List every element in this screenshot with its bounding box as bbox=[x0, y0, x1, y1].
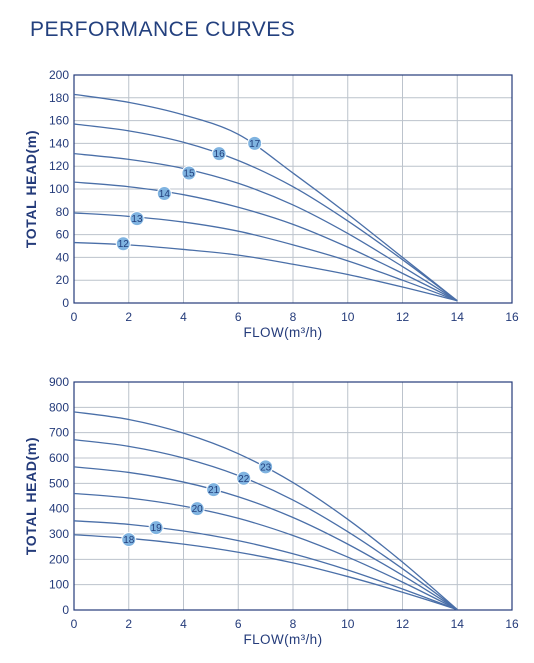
head-flow-chart-upper: 0 20 40 60 80 100 120 140 160 180 200 0 2 4 6 8 10 12 14 16… bbox=[23, 68, 519, 340]
upper-chart-x-tick-label: 8 bbox=[290, 310, 297, 324]
lower-chart-badge-label-19: 19 bbox=[151, 523, 163, 534]
upper-chart-series-group bbox=[73, 93, 458, 302]
lower-chart-badge-label-20: 20 bbox=[192, 504, 204, 515]
lower-chart-x-tick-label: 4 bbox=[180, 617, 187, 631]
upper-chart-x-tick-label: 2 bbox=[125, 310, 132, 324]
upper-chart-badge-label-16: 16 bbox=[214, 149, 226, 160]
upper-chart-badge-13 bbox=[129, 211, 145, 227]
lower-chart-x-tick-label: 14 bbox=[451, 617, 465, 631]
lower-chart-curve-22 bbox=[73, 439, 458, 611]
lower-chart-curve-21 bbox=[73, 466, 458, 611]
upper-chart-y-tick-label: 200 bbox=[49, 68, 69, 82]
upper-chart-badge-14 bbox=[156, 186, 172, 202]
upper-chart-y-tick-label: 100 bbox=[49, 182, 69, 196]
upper-chart-badge-label-14: 14 bbox=[159, 189, 171, 200]
lower-chart-plot-frame bbox=[73, 381, 513, 611]
upper-chart-x-tick-label: 4 bbox=[180, 310, 187, 324]
lower-chart-x-tick-label: 8 bbox=[290, 617, 297, 631]
upper-chart-plot-frame bbox=[73, 74, 513, 304]
upper-chart-y-tick-label: 180 bbox=[49, 91, 69, 105]
lower-chart-y-axis-title: TOTAL HEAD(m) bbox=[23, 437, 39, 555]
upper-chart-curve-15 bbox=[73, 153, 458, 302]
upper-chart-curve-13 bbox=[73, 212, 458, 302]
lower-chart-badge-label-23: 23 bbox=[260, 462, 272, 473]
lower-chart-curve-20 bbox=[73, 492, 458, 611]
lower-chart-x-tick-label: 16 bbox=[505, 617, 519, 631]
upper-chart-y-tick-label: 80 bbox=[56, 205, 70, 219]
lower-chart-badge-19 bbox=[148, 520, 164, 536]
upper-chart-x-axis-title: FLOW(m³/h) bbox=[244, 325, 323, 340]
lower-chart-badge-label-18: 18 bbox=[123, 535, 135, 546]
lower-chart-grid bbox=[73, 381, 513, 611]
upper-chart-x-tick-label: 10 bbox=[341, 310, 355, 324]
head-flow-chart-lower: 0 100 200 300 400 500 600 700 800 900 0 2 4 6 8 10 12 14 1… bbox=[23, 375, 519, 647]
lower-chart-badge-23 bbox=[258, 459, 274, 475]
lower-chart-y-tick-label: 300 bbox=[49, 527, 69, 541]
lower-chart-x-tick-label: 0 bbox=[71, 617, 78, 631]
upper-chart-x-tick-label: 12 bbox=[396, 310, 410, 324]
upper-chart-y-tick-label: 60 bbox=[56, 228, 70, 242]
lower-chart-y-tick-label: 900 bbox=[49, 375, 69, 389]
upper-chart-curve-16 bbox=[73, 123, 458, 302]
lower-chart-x-tick-label: 10 bbox=[341, 617, 355, 631]
lower-chart-series-group bbox=[73, 411, 458, 611]
lower-chart-x-tick-label: 2 bbox=[125, 617, 132, 631]
upper-chart-y-tick-label: 0 bbox=[62, 296, 69, 310]
upper-chart-badge-16 bbox=[211, 146, 227, 162]
upper-chart-badge-12 bbox=[115, 236, 131, 252]
upper-chart-curve-14 bbox=[73, 181, 458, 302]
lower-chart-badge-22 bbox=[236, 470, 252, 486]
lower-chart-x-axis-title: FLOW(m³/h) bbox=[244, 632, 323, 647]
upper-chart-x-tick-label: 14 bbox=[451, 310, 465, 324]
lower-chart-y-tick-label: 200 bbox=[49, 552, 69, 566]
lower-chart-badge-label-21: 21 bbox=[208, 485, 220, 496]
upper-chart-y-tick-label: 120 bbox=[49, 159, 69, 173]
lower-chart-y-tick-label: 500 bbox=[49, 476, 69, 490]
upper-chart-x-tick-label: 6 bbox=[235, 310, 242, 324]
lower-chart-badge-21 bbox=[206, 482, 222, 498]
upper-chart-badge-label-13: 13 bbox=[131, 214, 143, 225]
lower-chart-x-tick-label: 12 bbox=[396, 617, 410, 631]
lower-chart-y-tick-label: 0 bbox=[62, 603, 69, 617]
upper-chart-curve-12 bbox=[73, 241, 458, 302]
lower-chart-badge-label-22: 22 bbox=[238, 474, 250, 485]
upper-chart-x-tick-label: 0 bbox=[71, 310, 78, 324]
lower-chart-y-tick-label: 700 bbox=[49, 426, 69, 440]
upper-chart-y-axis-title: TOTAL HEAD(m) bbox=[23, 130, 39, 248]
upper-chart-badge-label-15: 15 bbox=[183, 169, 195, 180]
upper-chart-grid bbox=[73, 74, 513, 304]
upper-chart-badges: 12 13 14 15 16 17 bbox=[115, 135, 263, 252]
upper-chart-y-tick-label: 140 bbox=[49, 136, 69, 150]
upper-chart-badge-label-12: 12 bbox=[118, 239, 130, 250]
upper-chart-x-tick-label: 16 bbox=[505, 310, 519, 324]
upper-chart-badge-17 bbox=[247, 135, 263, 151]
lower-chart-curve-19 bbox=[73, 520, 458, 611]
lower-chart-y-tick-label: 800 bbox=[49, 400, 69, 414]
lower-chart-curve-23 bbox=[73, 411, 458, 610]
lower-chart-x-tick-label: 6 bbox=[235, 617, 242, 631]
page-title: PERFORMANCE CURVES bbox=[30, 18, 296, 41]
upper-chart-badge-label-17: 17 bbox=[249, 139, 261, 150]
upper-chart-y-tick-label: 20 bbox=[56, 273, 70, 287]
upper-chart-y-tick-label: 160 bbox=[49, 114, 69, 128]
upper-chart-y-tick-label: 40 bbox=[56, 250, 70, 264]
lower-chart-badges: 18 19 20 21 22 23 bbox=[121, 459, 274, 548]
lower-chart-y-tick-label: 100 bbox=[49, 578, 69, 592]
lower-chart-badge-20 bbox=[189, 501, 205, 517]
lower-chart-y-tick-label: 600 bbox=[49, 451, 69, 465]
upper-chart-badge-15 bbox=[181, 165, 197, 181]
lower-chart-y-tick-label: 400 bbox=[49, 502, 69, 516]
upper-chart-curve-17 bbox=[73, 93, 458, 302]
lower-chart-badge-18 bbox=[121, 532, 137, 548]
